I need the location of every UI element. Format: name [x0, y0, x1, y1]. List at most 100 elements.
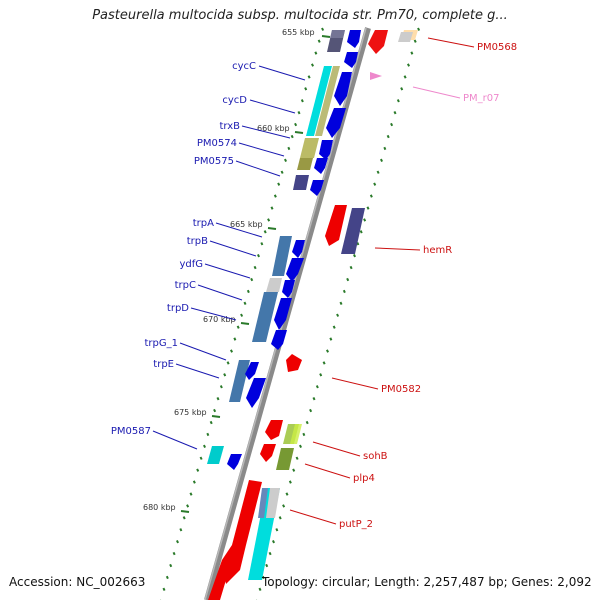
label-PM0574[interactable]: PM0574: [197, 138, 237, 149]
tick-dot: [162, 587, 166, 592]
gene-box-trpA[interactable]: [272, 236, 292, 276]
tick-dot: [229, 349, 234, 353]
label-trpD[interactable]: trpD: [167, 303, 189, 314]
label-trpA[interactable]: trpA: [193, 218, 214, 229]
tick-dot: [258, 587, 262, 592]
label-hemR[interactable]: hemR: [423, 245, 452, 256]
label-trpC[interactable]: trpC: [175, 280, 196, 291]
gene-box-plp4[interactable]: [276, 448, 294, 470]
gene-arrow-sohB[interactable]: [265, 420, 283, 440]
tick-dot: [256, 253, 261, 258]
tick-dot: [175, 539, 180, 544]
label-PM0587[interactable]: PM0587: [111, 426, 151, 437]
label-PM0582[interactable]: PM0582: [381, 384, 421, 395]
tick-dot: [363, 218, 367, 222]
tick-dot: [356, 242, 360, 246]
rna-PM_r07[interactable]: [370, 72, 382, 80]
tick-dot: [304, 87, 308, 91]
gene-arrow-cycD[interactable]: [326, 108, 346, 138]
gene-box-putP_2[interactable]: [232, 480, 262, 545]
tick-dot: [352, 253, 357, 258]
label-PM0575[interactable]: PM0575: [194, 156, 234, 167]
tick-dot: [379, 158, 384, 163]
tick-dot: [288, 480, 292, 484]
tick-dot: [278, 516, 282, 520]
gene-arrow-trxB[interactable]: [319, 140, 333, 160]
gene-arrow-trpC[interactable]: [274, 298, 292, 330]
gene-box[interactable]: [398, 32, 413, 42]
label-trpE[interactable]: trpE: [153, 359, 174, 370]
gene-box-PM0587[interactable]: [207, 446, 224, 464]
gene-box-trxB[interactable]: [300, 138, 319, 158]
gene-arrow-trpB[interactable]: [286, 258, 304, 282]
gene-arrow[interactable]: [368, 30, 388, 54]
gene-box-trpC[interactable]: [252, 292, 278, 342]
tick-dot: [410, 51, 414, 55]
gene-arrow-trpG[interactable]: [245, 362, 259, 380]
tick-dot: [376, 170, 380, 174]
label-PM_r07[interactable]: PM_r07: [463, 93, 500, 104]
gene-arrow-putP_2[interactable]: [222, 545, 246, 584]
gene-arrow-ydfG[interactable]: [282, 280, 295, 298]
gene-box-trpG[interactable]: [229, 360, 250, 402]
tick-dot: [275, 528, 279, 532]
gene-arrow-trpA[interactable]: [292, 240, 305, 258]
gene-arrow-PM0587[interactable]: [227, 454, 242, 470]
tick-dot: [240, 313, 244, 317]
gene-box[interactable]: [258, 488, 268, 518]
genome-summary: Topology: circular; Length: 2,257,487 bp…: [262, 575, 592, 589]
gene-box[interactable]: [315, 66, 340, 136]
tick-dot: [369, 194, 373, 198]
gene-box[interactable]: [266, 488, 280, 518]
gene-arrow-PM0582[interactable]: [286, 354, 302, 372]
tick-dot: [359, 230, 363, 234]
tick-dot: [312, 396, 316, 401]
tick-dot: [390, 122, 394, 127]
gene-box[interactable]: [208, 560, 232, 600]
gene-arrow-trpE[interactable]: [246, 378, 266, 408]
tick-label-680: 680 kbp: [143, 503, 176, 512]
map-title: Pasteurella multocida subsp. multocida s…: [92, 8, 508, 23]
tick-dot: [271, 539, 276, 544]
label-PM0568[interactable]: PM0568: [477, 42, 517, 53]
tick-label-675: 675 kbp: [174, 408, 207, 417]
label-cycC[interactable]: cycC: [232, 61, 256, 72]
tick-dot: [219, 385, 223, 389]
label-cycD[interactable]: cycD: [222, 95, 247, 106]
label-putP_2[interactable]: putP_2: [339, 519, 373, 530]
gene-box-hemR[interactable]: [341, 208, 365, 254]
gene-arrow-cycC[interactable]: [334, 72, 352, 106]
tick-dot: [179, 528, 183, 532]
kbp-ticks: 655 kbp 660 kbp 665 kbp 670 kbp 675 kbp …: [143, 28, 331, 513]
tick-dot: [216, 396, 220, 401]
gene-box-cycC[interactable]: [306, 66, 332, 136]
gene-arrow-PM0575[interactable]: [310, 180, 324, 196]
label-trpB[interactable]: trpB: [187, 236, 208, 247]
label-trxB[interactable]: trxB: [219, 121, 240, 132]
label-trpG_1[interactable]: trpG_1: [145, 338, 179, 349]
gene-box-ydfG[interactable]: [266, 278, 282, 292]
tick-dot: [339, 301, 343, 306]
label-plp4[interactable]: plp4: [353, 473, 375, 484]
gene-arrow-hemR[interactable]: [325, 205, 347, 246]
tick-dot: [383, 146, 387, 151]
tick-dot: [373, 182, 377, 186]
gene-arrow-PM0574[interactable]: [314, 158, 328, 174]
gene-arrow-trpD[interactable]: [271, 330, 287, 350]
tick-dot: [319, 373, 323, 377]
tick-dot: [329, 337, 333, 341]
tick-dot: [265, 563, 269, 568]
tick-dot: [406, 63, 411, 67]
label-sohB[interactable]: sohB: [363, 451, 388, 462]
gene-arrow-plp4[interactable]: [260, 444, 276, 462]
tick-dot: [310, 63, 315, 67]
gene-box-PM0575[interactable]: [293, 175, 309, 190]
label-ydfG[interactable]: ydfG: [179, 259, 203, 270]
gene-arrow[interactable]: [347, 30, 361, 48]
gene-arrow[interactable]: [344, 52, 358, 68]
tick-dot: [268, 551, 272, 556]
gene-box-PM0574[interactable]: [297, 158, 313, 170]
tick-dot: [233, 337, 237, 341]
tick-dot: [400, 87, 404, 91]
